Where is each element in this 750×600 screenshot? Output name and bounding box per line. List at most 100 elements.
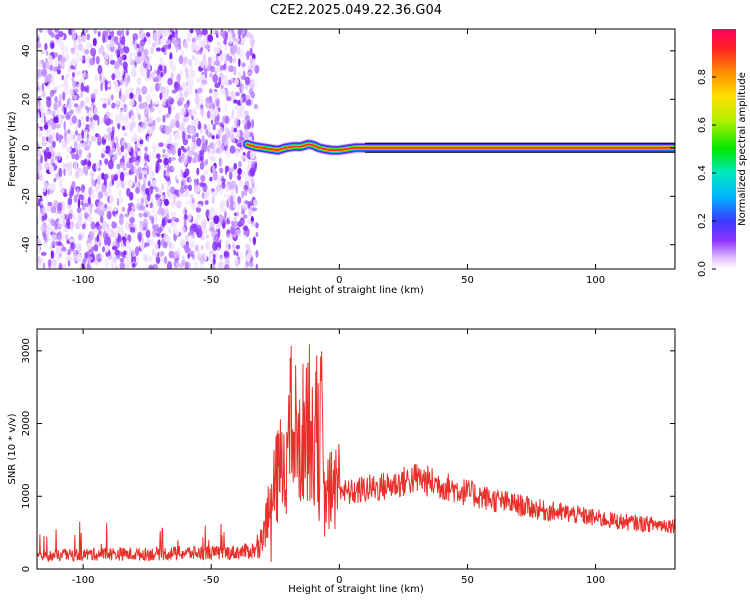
trace-band xyxy=(246,143,675,152)
noise-cell xyxy=(118,217,124,226)
noise-cell xyxy=(70,242,77,250)
colorbar-tick-label: 0.0 xyxy=(697,261,708,277)
noise-cell xyxy=(144,146,148,152)
noise-cell xyxy=(90,102,95,108)
noise-cell xyxy=(143,116,148,122)
noise-cell xyxy=(159,124,165,133)
noise-cell xyxy=(182,255,185,262)
noise-cell xyxy=(151,216,155,225)
noise-cell xyxy=(47,238,53,243)
noise-cell xyxy=(165,39,172,45)
noise-cell xyxy=(62,91,66,101)
noise-cell xyxy=(252,199,258,206)
noise-cell xyxy=(146,94,152,103)
noise-cell xyxy=(140,197,144,205)
noise-cell xyxy=(203,254,208,261)
noise-cell xyxy=(163,157,169,166)
noise-cell xyxy=(162,44,168,49)
noise-cell xyxy=(195,132,199,138)
noise-cell xyxy=(241,190,245,199)
noise-cell xyxy=(240,96,243,106)
noise-cell xyxy=(214,60,221,67)
noise-cell xyxy=(200,174,206,182)
noise-cell xyxy=(205,240,210,251)
noise-cell xyxy=(237,180,243,187)
noise-cell xyxy=(159,57,163,64)
noise-cell xyxy=(243,122,248,131)
noise-cell xyxy=(255,222,259,229)
noise-cell xyxy=(85,129,88,134)
noise-cell xyxy=(238,160,242,168)
noise-cell xyxy=(81,223,86,230)
noise-cell xyxy=(175,179,179,184)
noise-cell xyxy=(179,91,183,98)
noise-cell xyxy=(152,248,155,257)
noise-cell xyxy=(45,147,49,152)
noise-cell xyxy=(186,134,192,139)
top-y-axis-label: Frequency (Hz) xyxy=(7,111,18,187)
noise-cell xyxy=(54,157,58,166)
noise-cell xyxy=(43,29,49,34)
noise-cell xyxy=(97,174,101,185)
noise-cell xyxy=(175,231,180,236)
noise-cell xyxy=(225,131,231,138)
noise-cell xyxy=(245,243,250,251)
noise-cell xyxy=(220,29,224,32)
noise-cell xyxy=(185,81,189,87)
noise-cell xyxy=(148,255,153,262)
noise-cell xyxy=(229,37,233,45)
noise-cell xyxy=(242,119,248,125)
noise-cell xyxy=(234,117,240,128)
noise-cell xyxy=(47,201,53,207)
noise-cell xyxy=(138,212,143,218)
noise-cell xyxy=(125,239,130,249)
noise-cell xyxy=(135,90,139,99)
noise-cell xyxy=(75,107,82,114)
noise-cell xyxy=(246,253,251,263)
noise-cell xyxy=(177,148,182,157)
noise-cell xyxy=(139,139,144,145)
noise-cell xyxy=(218,214,223,223)
noise-cell xyxy=(41,216,45,223)
noise-cell xyxy=(128,191,134,201)
noise-cell xyxy=(189,126,195,135)
noise-cell xyxy=(173,81,179,90)
noise-cell xyxy=(48,258,52,269)
noise-cell xyxy=(72,80,77,88)
noise-cell xyxy=(160,251,165,257)
noise-cell xyxy=(118,189,123,196)
noise-cell xyxy=(62,219,66,227)
noise-cell xyxy=(201,73,206,82)
noise-cell xyxy=(225,53,230,62)
noise-cell xyxy=(73,216,77,221)
noise-cell xyxy=(226,229,231,234)
noise-cell xyxy=(85,205,89,214)
noise-cell xyxy=(188,177,192,184)
noise-cell xyxy=(218,76,222,86)
noise-cell xyxy=(82,166,89,174)
noise-cell xyxy=(162,149,166,154)
noise-cell xyxy=(64,234,69,241)
noise-cell xyxy=(178,55,183,65)
noise-cell xyxy=(46,151,52,160)
noise-cell xyxy=(47,29,53,36)
noise-cell xyxy=(37,36,40,43)
noise-cell xyxy=(192,55,195,60)
noise-cell xyxy=(208,151,214,160)
noise-cell xyxy=(248,88,254,96)
noise-cell xyxy=(32,30,35,36)
noise-cell xyxy=(252,237,257,243)
noise-cell xyxy=(33,132,36,137)
noise-cell xyxy=(83,191,87,199)
noise-cell xyxy=(120,145,125,153)
noise-cell xyxy=(99,74,102,82)
noise-cell xyxy=(237,167,243,176)
noise-cell xyxy=(34,70,37,77)
noise-cell xyxy=(171,166,175,171)
noise-cell xyxy=(193,261,199,269)
noise-cell xyxy=(218,129,221,140)
noise-cell xyxy=(151,42,157,48)
noise-cell xyxy=(159,92,163,100)
noise-cell xyxy=(93,29,97,35)
noise-cell xyxy=(168,105,172,115)
